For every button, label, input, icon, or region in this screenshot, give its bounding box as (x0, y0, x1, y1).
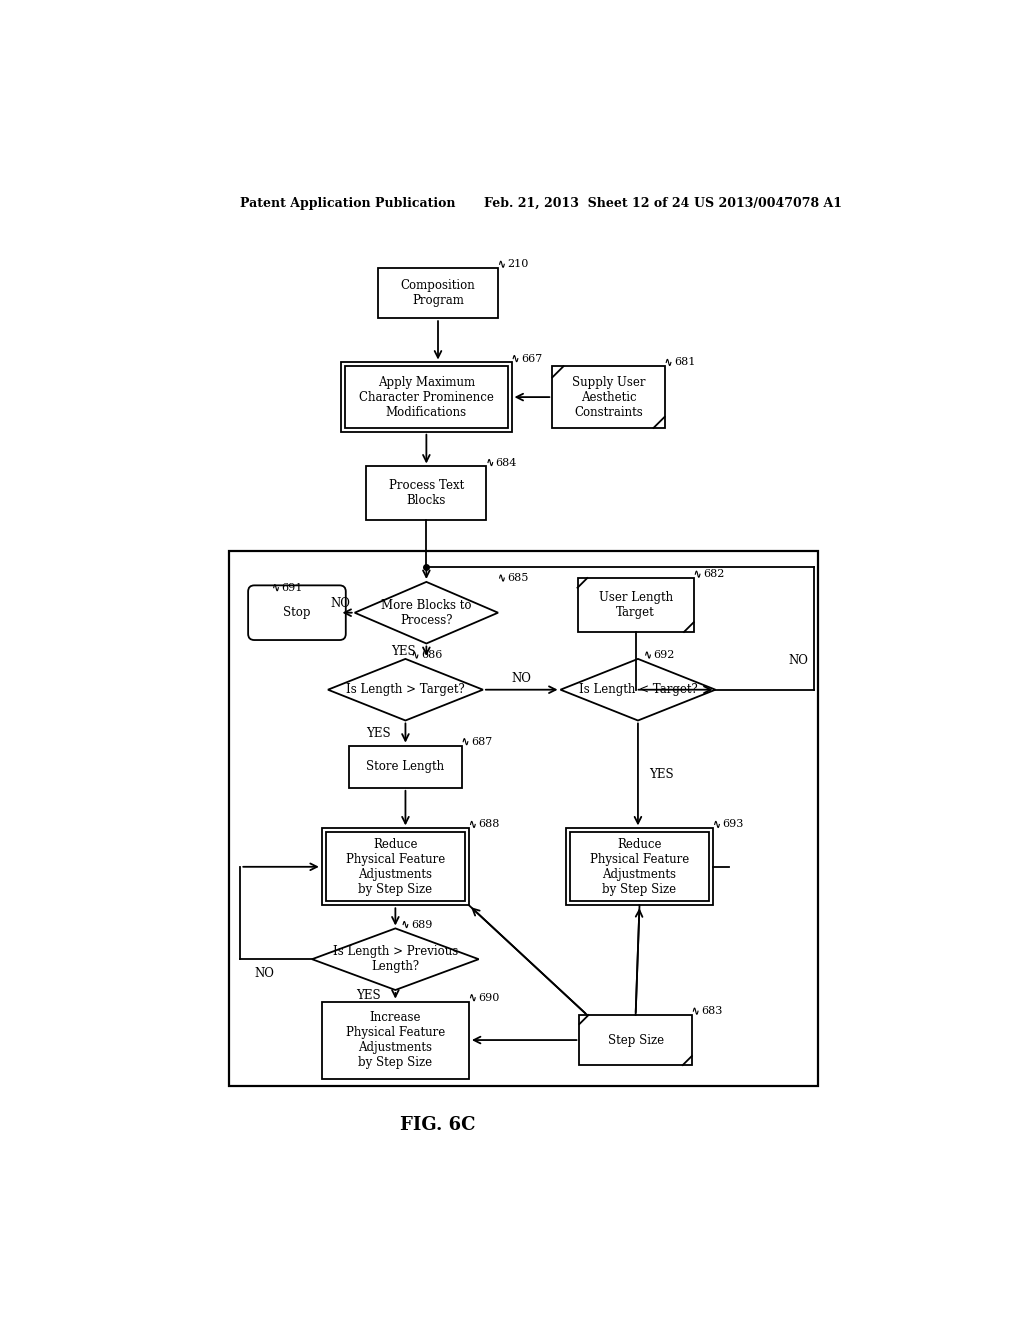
Text: 687: 687 (471, 737, 493, 747)
Polygon shape (560, 659, 716, 721)
Text: User Length
Target: User Length Target (599, 591, 673, 619)
Text: YES: YES (356, 989, 381, 1002)
Text: FIG. 6C: FIG. 6C (400, 1115, 476, 1134)
Text: Supply User
Aesthetic
Constraints: Supply User Aesthetic Constraints (571, 376, 645, 418)
Text: NO: NO (788, 655, 808, 668)
Text: More Blocks to
Process?: More Blocks to Process? (381, 599, 472, 627)
Text: Process Text
Blocks: Process Text Blocks (389, 479, 464, 507)
Text: Increase
Physical Feature
Adjustments
by Step Size: Increase Physical Feature Adjustments by… (346, 1011, 445, 1069)
Bar (326, 832, 465, 902)
Text: 692: 692 (653, 649, 675, 660)
Bar (322, 829, 469, 906)
FancyBboxPatch shape (248, 585, 346, 640)
Text: Step Size: Step Size (607, 1034, 664, 1047)
Bar (569, 832, 710, 902)
Text: 210: 210 (507, 259, 528, 269)
Text: YES: YES (649, 768, 674, 781)
Bar (345, 367, 508, 428)
Text: YES: YES (366, 726, 390, 739)
Text: 693: 693 (722, 820, 743, 829)
Text: 689: 689 (411, 920, 432, 929)
Text: 667: 667 (521, 354, 542, 363)
Bar (322, 1002, 469, 1078)
Text: 690: 690 (478, 993, 500, 1003)
Polygon shape (312, 928, 478, 990)
Polygon shape (354, 582, 498, 644)
Text: Is Length < Target?: Is Length < Target? (579, 684, 697, 696)
Text: 685: 685 (507, 573, 528, 583)
Text: Stop: Stop (284, 606, 310, 619)
Text: 684: 684 (496, 458, 517, 467)
Text: NO: NO (512, 672, 531, 685)
Bar (578, 578, 693, 632)
Text: 686: 686 (421, 649, 442, 660)
Text: Composition
Program: Composition Program (400, 279, 475, 308)
Bar (378, 268, 498, 318)
Text: Reduce
Physical Feature
Adjustments
by Step Size: Reduce Physical Feature Adjustments by S… (590, 838, 689, 896)
Text: 681: 681 (674, 358, 695, 367)
Bar (228, 552, 818, 1086)
Text: Patent Application Publication: Patent Application Publication (241, 197, 456, 210)
Bar (566, 829, 713, 906)
Text: US 2013/0047078 A1: US 2013/0047078 A1 (693, 197, 842, 210)
Bar (341, 363, 512, 432)
Text: YES: YES (391, 644, 416, 657)
Bar (580, 1015, 692, 1065)
Polygon shape (328, 659, 483, 721)
Text: Store Length: Store Length (367, 760, 444, 774)
Text: 683: 683 (701, 1006, 723, 1016)
Text: NO: NO (331, 597, 350, 610)
Text: Feb. 21, 2013  Sheet 12 of 24: Feb. 21, 2013 Sheet 12 of 24 (484, 197, 690, 210)
Text: 691: 691 (282, 582, 303, 593)
Text: Apply Maximum
Character Prominence
Modifications: Apply Maximum Character Prominence Modif… (359, 376, 494, 418)
Bar (349, 746, 462, 788)
Bar (367, 466, 486, 520)
Text: Is Length > Target?: Is Length > Target? (346, 684, 465, 696)
Text: NO: NO (254, 966, 274, 979)
Text: 682: 682 (703, 569, 724, 579)
Text: 688: 688 (478, 820, 500, 829)
Text: Is Length > Previous
Length?: Is Length > Previous Length? (333, 945, 458, 973)
Bar (552, 367, 665, 428)
Text: Reduce
Physical Feature
Adjustments
by Step Size: Reduce Physical Feature Adjustments by S… (346, 838, 445, 896)
